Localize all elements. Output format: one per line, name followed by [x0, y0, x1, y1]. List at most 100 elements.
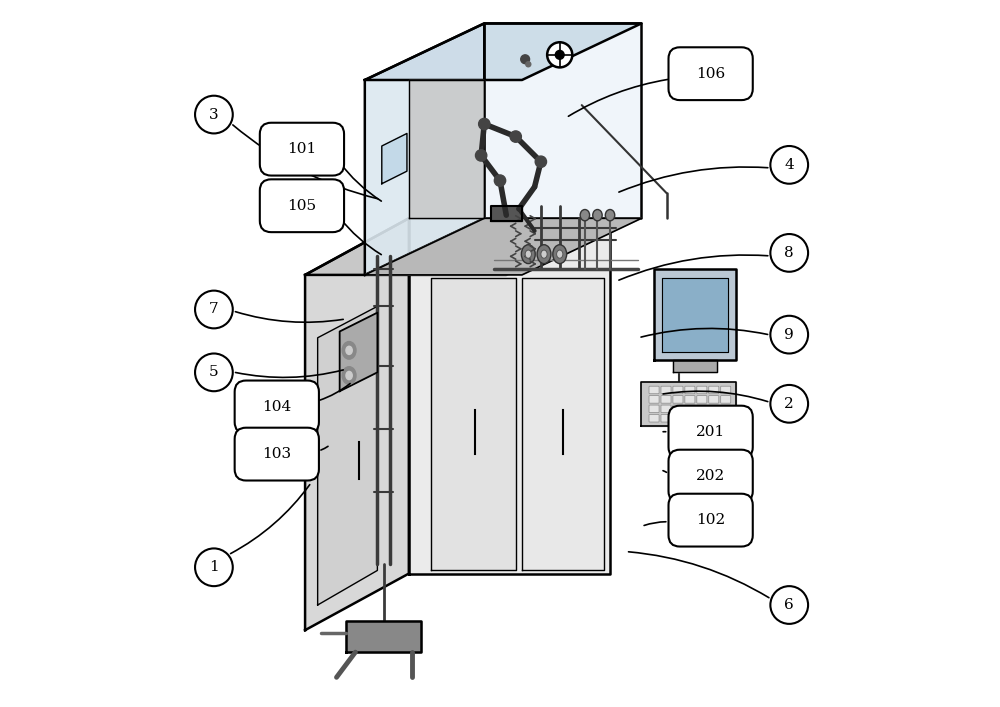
Ellipse shape	[557, 250, 563, 258]
Polygon shape	[409, 80, 484, 218]
Circle shape	[195, 354, 233, 391]
FancyBboxPatch shape	[649, 396, 659, 403]
FancyBboxPatch shape	[721, 386, 731, 394]
Circle shape	[770, 385, 808, 423]
Circle shape	[770, 234, 808, 271]
FancyBboxPatch shape	[661, 414, 671, 422]
Text: 9: 9	[784, 327, 794, 341]
Circle shape	[510, 131, 521, 142]
FancyBboxPatch shape	[673, 386, 683, 394]
Polygon shape	[522, 278, 604, 571]
Polygon shape	[673, 360, 717, 373]
Polygon shape	[305, 218, 610, 275]
FancyBboxPatch shape	[661, 386, 671, 394]
Ellipse shape	[593, 209, 602, 221]
FancyBboxPatch shape	[721, 405, 731, 413]
FancyBboxPatch shape	[669, 406, 753, 459]
Text: 201: 201	[696, 425, 725, 439]
Polygon shape	[340, 312, 377, 391]
Polygon shape	[662, 278, 728, 352]
Text: 2: 2	[784, 397, 794, 411]
Circle shape	[475, 150, 487, 161]
Polygon shape	[641, 382, 736, 426]
Ellipse shape	[525, 250, 531, 258]
Polygon shape	[318, 306, 377, 605]
Text: 1: 1	[209, 560, 219, 574]
Circle shape	[535, 156, 547, 168]
FancyBboxPatch shape	[673, 405, 683, 413]
Ellipse shape	[605, 209, 615, 221]
Polygon shape	[365, 23, 484, 275]
Polygon shape	[409, 218, 610, 573]
Circle shape	[479, 118, 490, 129]
FancyBboxPatch shape	[697, 386, 707, 394]
FancyBboxPatch shape	[697, 396, 707, 403]
Text: 102: 102	[696, 513, 725, 527]
Text: 202: 202	[696, 469, 725, 483]
Polygon shape	[365, 218, 641, 275]
Ellipse shape	[346, 371, 352, 380]
Text: 3: 3	[209, 107, 219, 122]
Ellipse shape	[553, 245, 567, 264]
Text: 106: 106	[696, 66, 725, 81]
Text: 5: 5	[209, 366, 219, 380]
Ellipse shape	[521, 245, 535, 264]
FancyBboxPatch shape	[709, 386, 719, 394]
FancyBboxPatch shape	[673, 396, 683, 403]
Circle shape	[195, 95, 233, 134]
Text: 6: 6	[784, 598, 794, 612]
FancyBboxPatch shape	[661, 396, 671, 403]
Circle shape	[494, 175, 506, 186]
Circle shape	[526, 62, 531, 66]
Ellipse shape	[580, 209, 590, 221]
Text: 101: 101	[287, 142, 317, 156]
FancyBboxPatch shape	[669, 450, 753, 503]
FancyBboxPatch shape	[235, 428, 319, 481]
FancyBboxPatch shape	[685, 414, 695, 422]
FancyBboxPatch shape	[649, 405, 659, 413]
FancyBboxPatch shape	[235, 380, 319, 433]
FancyBboxPatch shape	[649, 386, 659, 394]
Circle shape	[770, 586, 808, 624]
Ellipse shape	[346, 346, 352, 354]
Text: 7: 7	[209, 303, 219, 317]
FancyBboxPatch shape	[649, 414, 659, 422]
Text: 105: 105	[287, 199, 317, 213]
FancyBboxPatch shape	[721, 396, 731, 403]
Text: 104: 104	[262, 400, 291, 414]
FancyBboxPatch shape	[721, 414, 731, 422]
Ellipse shape	[342, 341, 356, 359]
FancyBboxPatch shape	[260, 180, 344, 232]
Ellipse shape	[541, 250, 547, 258]
Circle shape	[521, 55, 530, 64]
Text: 4: 4	[784, 158, 794, 172]
Polygon shape	[484, 23, 641, 218]
Ellipse shape	[537, 245, 551, 264]
Circle shape	[770, 316, 808, 354]
FancyBboxPatch shape	[709, 405, 719, 413]
FancyBboxPatch shape	[673, 414, 683, 422]
Polygon shape	[654, 269, 736, 360]
FancyBboxPatch shape	[685, 396, 695, 403]
FancyBboxPatch shape	[260, 123, 344, 175]
FancyBboxPatch shape	[685, 405, 695, 413]
FancyBboxPatch shape	[661, 405, 671, 413]
Polygon shape	[431, 278, 516, 571]
Circle shape	[195, 291, 233, 328]
Polygon shape	[491, 206, 522, 221]
Text: 103: 103	[262, 447, 291, 461]
FancyBboxPatch shape	[669, 47, 753, 100]
Polygon shape	[382, 134, 407, 184]
Polygon shape	[365, 23, 641, 80]
Polygon shape	[346, 621, 421, 652]
FancyBboxPatch shape	[709, 414, 719, 422]
FancyBboxPatch shape	[685, 386, 695, 394]
Polygon shape	[305, 218, 409, 630]
Text: 8: 8	[784, 246, 794, 260]
FancyBboxPatch shape	[709, 396, 719, 403]
Circle shape	[195, 549, 233, 586]
Ellipse shape	[342, 367, 356, 385]
Circle shape	[770, 146, 808, 184]
Circle shape	[547, 42, 572, 67]
Circle shape	[555, 50, 564, 59]
